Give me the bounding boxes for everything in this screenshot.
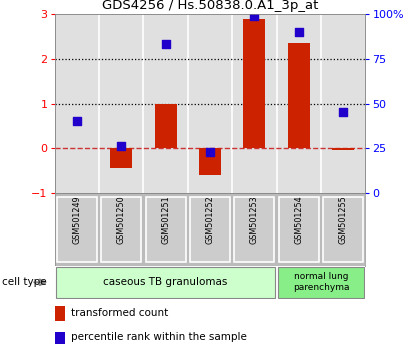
Bar	[279, 196, 319, 262]
Bar	[243, 19, 265, 148]
Text: normal lung
parenchyma: normal lung parenchyma	[293, 272, 349, 292]
Text: caseous TB granulomas: caseous TB granulomas	[103, 277, 228, 287]
Text: GSM501249: GSM501249	[72, 195, 81, 244]
Bar	[146, 196, 186, 262]
Bar	[155, 104, 177, 148]
Bar	[55, 306, 65, 321]
Point	[340, 109, 346, 114]
Bar	[278, 267, 364, 298]
Bar	[323, 196, 363, 262]
Bar	[56, 267, 275, 298]
Text: cell type: cell type	[2, 277, 47, 287]
Bar	[234, 196, 274, 262]
Point	[207, 149, 213, 155]
Text: GSM501253: GSM501253	[250, 195, 259, 244]
Point	[118, 143, 125, 149]
Text: GSM501251: GSM501251	[161, 195, 170, 244]
Bar	[332, 148, 354, 150]
Text: GSM501255: GSM501255	[339, 195, 348, 244]
Text: transformed count: transformed count	[71, 308, 169, 318]
Bar	[57, 196, 97, 262]
Text: percentile rank within the sample: percentile rank within the sample	[71, 332, 247, 342]
Point	[162, 41, 169, 47]
Bar	[190, 196, 230, 262]
Point	[74, 118, 80, 123]
Bar	[199, 148, 221, 175]
Bar	[110, 148, 132, 169]
Bar	[288, 43, 310, 148]
Bar	[55, 332, 65, 344]
Point	[251, 13, 258, 19]
Point	[295, 29, 302, 35]
Bar	[101, 196, 141, 262]
Text: GSM501250: GSM501250	[117, 195, 126, 244]
Text: GSM501254: GSM501254	[294, 195, 303, 244]
Text: GSM501252: GSM501252	[205, 195, 215, 244]
Title: GDS4256 / Hs.50838.0.A1_3p_at: GDS4256 / Hs.50838.0.A1_3p_at	[102, 0, 318, 12]
